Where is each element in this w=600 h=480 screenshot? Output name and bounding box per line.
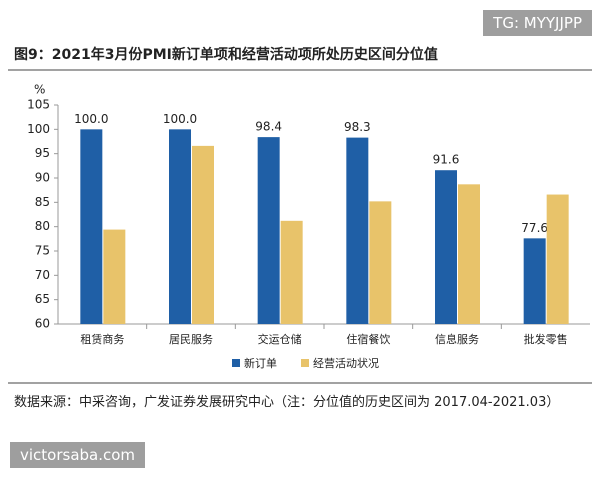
y-tick-label: 65 xyxy=(35,292,50,306)
legend-swatch xyxy=(232,359,240,367)
bar xyxy=(346,137,369,324)
y-tick-label: 105 xyxy=(27,98,50,112)
bar xyxy=(169,129,191,324)
y-tick-label: 90 xyxy=(35,171,50,185)
value-label: 91.6 xyxy=(433,153,460,167)
bar xyxy=(523,238,546,324)
source-note: 数据来源：中采咨询，广发证券发展研究中心（注：分位值的历史区间为 2017.04… xyxy=(14,395,560,410)
value-label: 100.0 xyxy=(163,112,197,126)
x-tick-label: 租赁商务 xyxy=(80,332,124,346)
bar xyxy=(369,201,392,324)
x-tick-label: 交运仓储 xyxy=(258,332,302,346)
chart-title: 图9：2021年3月份PMI新订单项和经营活动项所处历史区间分位值 xyxy=(14,46,438,63)
y-tick-label: 80 xyxy=(35,219,50,233)
bar xyxy=(546,194,569,324)
y-tick-label: 75 xyxy=(35,244,50,258)
legend-swatch xyxy=(301,359,309,367)
y-tick-label: 70 xyxy=(35,268,50,282)
bar xyxy=(280,220,303,324)
legend-label: 经营活动状况 xyxy=(313,356,379,370)
y-tick-label: 100 xyxy=(27,122,50,136)
bar xyxy=(458,184,480,324)
x-tick-label: 信息服务 xyxy=(435,332,479,346)
bar xyxy=(192,145,214,324)
bar xyxy=(103,229,126,324)
y-tick-label: 95 xyxy=(35,146,50,160)
legend-label: 新订单 xyxy=(244,356,277,370)
y-tick-label: 60 xyxy=(35,317,50,331)
value-label: 77.6 xyxy=(521,221,548,235)
watermark: TG: MYYJJPP xyxy=(483,10,592,36)
bar xyxy=(257,137,280,324)
x-tick-label: 居民服务 xyxy=(169,333,213,346)
value-label: 100.0 xyxy=(74,112,108,126)
x-tick-label: 住宿餐饮 xyxy=(346,332,390,346)
bar xyxy=(435,170,457,324)
y-tick-label: 85 xyxy=(35,195,50,209)
x-tick-label: 批发零售 xyxy=(524,332,568,346)
watermark: victorsaba.com xyxy=(10,442,146,468)
value-label: 98.4 xyxy=(255,120,282,134)
bar xyxy=(80,129,103,324)
value-label: 98.3 xyxy=(344,120,371,134)
y-label: % xyxy=(34,83,45,97)
